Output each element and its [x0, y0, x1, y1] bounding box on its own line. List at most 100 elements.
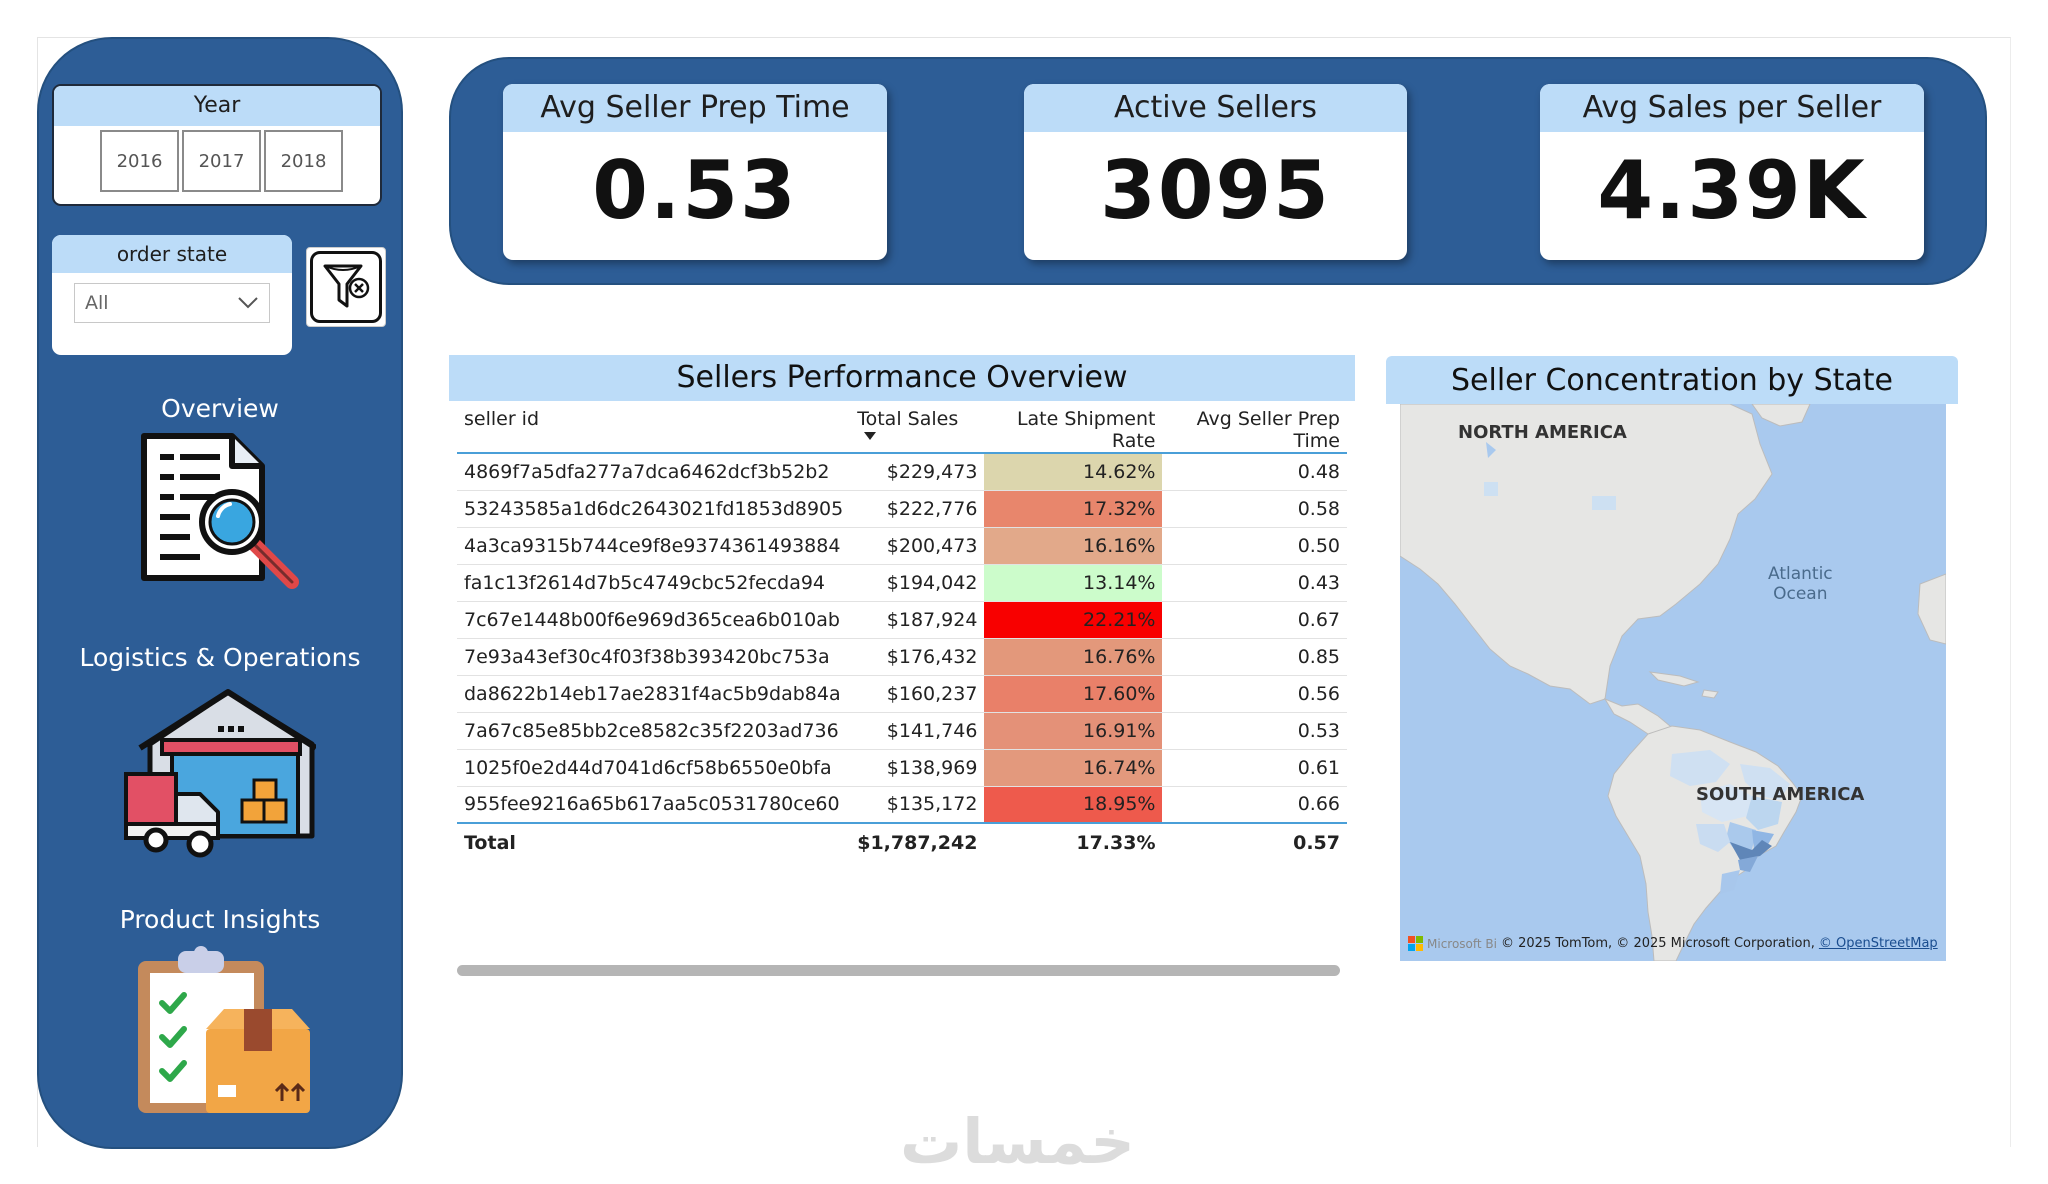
late-shipment-rate-cell: 16.91%: [984, 712, 1163, 750]
seller-id-cell: 955fee9216a65b617aa5c0531780ce60: [457, 786, 851, 824]
late-shipment-rate-cell: 16.16%: [984, 527, 1163, 565]
nav-product-insights-label[interactable]: Product Insights: [119, 905, 321, 934]
column-header-total-sales[interactable]: Total Sales: [850, 404, 985, 454]
report-magnifier-icon[interactable]: [140, 430, 305, 595]
table-row[interactable]: 4a3ca9315b744ce9f8e9374361493884 $200,473…: [457, 527, 1347, 565]
nav-logistics-label[interactable]: Logistics & Operations: [79, 643, 361, 672]
column-header-total-sales-label: Total Sales: [857, 408, 959, 430]
map-attribution-brand: Microsoft Bi: [1427, 936, 1497, 951]
table-horizontal-scrollbar[interactable]: [457, 965, 1340, 976]
table-row[interactable]: 7c67e1448b00f6e969d365cea6b010ab $187,924…: [457, 601, 1347, 639]
column-header-avg-prep-time[interactable]: Avg Seller Prep Time: [1162, 404, 1347, 454]
year-slicer: Year 2016 2017 2018: [52, 84, 382, 206]
seller-id-cell: 7e93a43ef30c4f03f38b393420bc753a: [457, 638, 851, 676]
table-row[interactable]: 955fee9216a65b617aa5c0531780ce60 $135,172…: [457, 786, 1347, 824]
total-sales-cell: $194,042: [850, 564, 985, 602]
seller-id-cell: 1025f0e2d44d7041d6cf58b6550e0bfa: [457, 749, 851, 787]
year-option-2018[interactable]: 2018: [264, 130, 343, 192]
sort-descending-icon: [864, 432, 877, 440]
total-sales-cell: $222,776: [850, 490, 985, 528]
table-total-row: Total $1,787,242 17.33% 0.57: [457, 822, 1347, 861]
total-sales-cell: $187,924: [850, 601, 985, 639]
kpi-title: Avg Seller Prep Time: [503, 84, 887, 132]
total-sales-value: $1,787,242: [850, 822, 985, 861]
kpi-value: 4.39K: [1597, 144, 1867, 237]
avg-prep-time-cell: 0.48: [1162, 453, 1347, 491]
table-row[interactable]: da8622b14eb17ae2831f4ac5b9dab84a $160,237…: [457, 675, 1347, 713]
avg-prep-time-cell: 0.56: [1162, 675, 1347, 713]
openstreetmap-link[interactable]: © OpenStreetMap: [1818, 936, 1938, 951]
avg-prep-time-cell: 0.61: [1162, 749, 1347, 787]
total-sales-cell: $200,473: [850, 527, 985, 565]
map-label-north-america: NORTH AMERICA: [1458, 422, 1627, 443]
late-shipment-rate-cell: 13.14%: [984, 564, 1163, 602]
table-title: Sellers Performance Overview: [449, 355, 1355, 401]
seller-id-cell: 4a3ca9315b744ce9f8e9374361493884: [457, 527, 851, 565]
total-sales-cell: $135,172: [850, 786, 985, 824]
column-header-seller-id[interactable]: seller id: [457, 404, 851, 454]
sellers-table: seller id Total Sales Late Shipment Rate…: [457, 404, 1347, 861]
column-header-late-shipment-rate[interactable]: Late Shipment Rate: [984, 404, 1163, 454]
watermark: خمسات: [900, 1105, 1135, 1178]
late-shipment-rate-cell: 18.95%: [984, 786, 1163, 824]
microsoft-logo-icon: [1408, 936, 1423, 951]
order-state-dropdown[interactable]: All: [74, 283, 270, 323]
seller-map[interactable]: NORTH AMERICA Atlantic Ocean SOUTH AMERI…: [1400, 404, 1946, 961]
kpi-card-avg-prep-time: Avg Seller Prep Time 0.53: [503, 84, 887, 260]
late-shipment-rate-cell: 16.76%: [984, 638, 1163, 676]
table-row[interactable]: 4869f7a5dfa277a7dca6462dcf3b52b2 $229,473…: [457, 453, 1347, 491]
avg-prep-time-cell: 0.53: [1162, 712, 1347, 750]
nav-overview-label[interactable]: Overview: [161, 394, 279, 423]
seller-id-cell: 4869f7a5dfa277a7dca6462dcf3b52b2: [457, 453, 851, 491]
order-state-selected: All: [85, 292, 109, 314]
total-sales-cell: $141,746: [850, 712, 985, 750]
table-row[interactable]: 7e93a43ef30c4f03f38b393420bc753a $176,432…: [457, 638, 1347, 676]
table-body: 4869f7a5dfa277a7dca6462dcf3b52b2 $229,473…: [457, 453, 1347, 824]
avg-prep-time-cell: 0.85: [1162, 638, 1347, 676]
clipboard-box-icon[interactable]: [134, 945, 314, 1117]
total-sales-cell: $229,473: [850, 453, 985, 491]
avg-prep-time-cell: 0.58: [1162, 490, 1347, 528]
seller-id-cell: fa1c13f2614d7b5c4749cbc52fecda94: [457, 564, 851, 602]
filter-clear-icon: [323, 264, 370, 308]
map-title: Seller Concentration by State: [1386, 356, 1958, 404]
table-row[interactable]: fa1c13f2614d7b5c4749cbc52fecda94 $194,042…: [457, 564, 1347, 602]
kpi-title: Active Sellers: [1024, 84, 1407, 132]
total-sales-cell: $138,969: [850, 749, 985, 787]
total-prep-time-value: 0.57: [1162, 822, 1347, 861]
total-sales-cell: $176,432: [850, 638, 985, 676]
kpi-card-active-sellers: Active Sellers 3095: [1024, 84, 1407, 260]
table-header-row: seller id Total Sales Late Shipment Rate…: [457, 404, 1347, 454]
total-label: Total: [457, 822, 851, 861]
map-label-ocean-line-1: Atlantic: [1768, 564, 1833, 584]
order-state-slicer: order state All: [52, 235, 292, 355]
table-row[interactable]: 1025f0e2d44d7041d6cf58b6550e0bfa $138,969…: [457, 749, 1347, 787]
kpi-card-avg-sales-per-seller: Avg Sales per Seller 4.39K: [1540, 84, 1924, 260]
table-row[interactable]: 53243585a1d6dc2643021fd1853d8905 $222,776…: [457, 490, 1347, 528]
warehouse-truck-icon[interactable]: [124, 688, 316, 858]
map-attribution: Microsoft Bi © 2025 TomTom, © 2025 Micro…: [1408, 936, 1938, 951]
table-row[interactable]: 7a67c85e85bb2ce8582c35f2203ad736 $141,746…: [457, 712, 1347, 750]
avg-prep-time-cell: 0.50: [1162, 527, 1347, 565]
year-options: 2016 2017 2018: [100, 130, 343, 192]
late-shipment-rate-cell: 22.21%: [984, 601, 1163, 639]
seller-id-cell: 53243585a1d6dc2643021fd1853d8905: [457, 490, 851, 528]
year-option-2017[interactable]: 2017: [182, 130, 261, 192]
map-landmass: [1400, 404, 1946, 961]
map-label-atlantic-ocean: Atlantic Ocean: [1768, 564, 1833, 604]
late-shipment-rate-cell: 17.60%: [984, 675, 1163, 713]
avg-prep-time-cell: 0.66: [1162, 786, 1347, 824]
map-attribution-text: © 2025 TomTom, © 2025 Microsoft Corporat…: [1501, 936, 1815, 951]
seller-id-cell: 7a67c85e85bb2ce8582c35f2203ad736: [457, 712, 851, 750]
year-option-2016[interactable]: 2016: [100, 130, 179, 192]
chevron-down-icon: [238, 297, 258, 309]
late-shipment-rate-cell: 17.32%: [984, 490, 1163, 528]
clear-filters-button[interactable]: [306, 247, 386, 327]
order-state-slicer-title: order state: [52, 235, 292, 273]
total-sales-cell: $160,237: [850, 675, 985, 713]
seller-id-cell: da8622b14eb17ae2831f4ac5b9dab84a: [457, 675, 851, 713]
total-late-rate-value: 17.33%: [984, 822, 1163, 861]
kpi-value: 3095: [1100, 144, 1331, 237]
late-shipment-rate-cell: 16.74%: [984, 749, 1163, 787]
late-shipment-rate-cell: 14.62%: [984, 453, 1163, 491]
